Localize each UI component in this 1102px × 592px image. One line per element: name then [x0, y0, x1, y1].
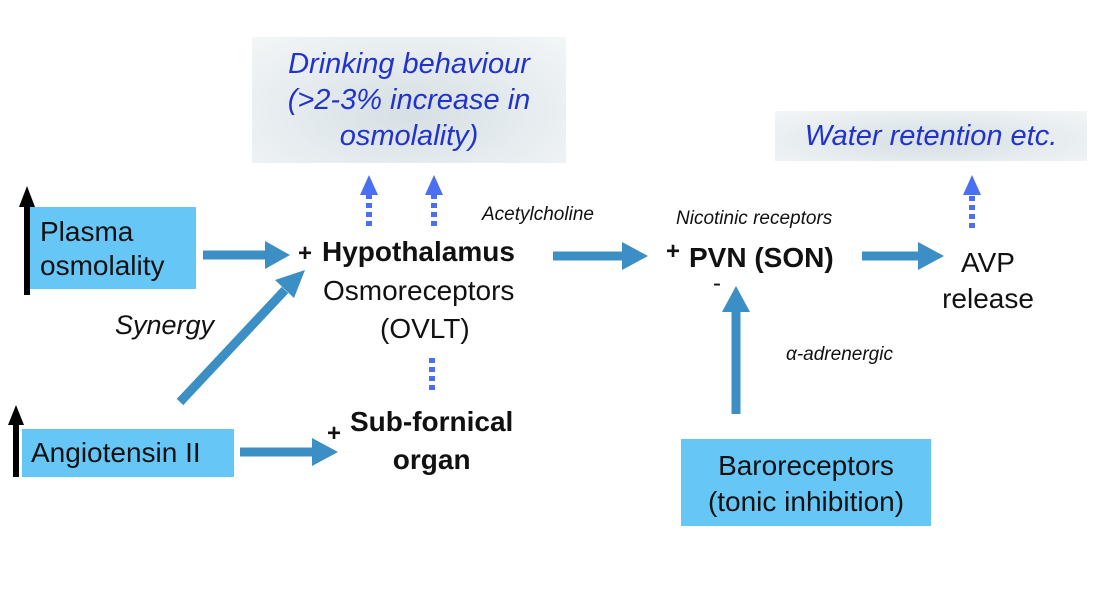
dotted-arrow-avp-to-water-retention	[963, 175, 981, 228]
arrow-baroreceptors-to-pvn	[722, 286, 750, 414]
acetylcholine-label: Acetylcholine	[482, 204, 594, 225]
pvn-minus-sign: -	[713, 270, 721, 297]
subfornical-plus-sign: +	[327, 420, 342, 447]
angiotensin-label: Angiotensin II	[31, 437, 201, 468]
drinking-line-2: (>2-3% increase in	[287, 84, 531, 116]
baroreceptors-box: Baroreceptors (tonic inhibition)	[681, 439, 931, 526]
angiotensin-box: Angiotensin II	[22, 429, 234, 477]
hypothalamus-label: Hypothalamus	[322, 236, 515, 267]
plasma-osmolality-box: Plasma osmolality	[29, 207, 196, 289]
osmoreceptors-label: Osmoreceptors	[323, 275, 515, 306]
arrow-angiotensin-to-subfornical	[240, 438, 338, 466]
subfornical-line-1: Sub-fornical	[350, 406, 514, 437]
pvn-plus-sign: +	[666, 238, 681, 265]
plasma-increase-arrow-icon	[19, 186, 35, 295]
subfornical-label: Sub-fornical organ	[350, 403, 513, 479]
subfornical-line-2: organ	[392, 444, 471, 475]
alpha-adrenergic-label: α-adrenergic	[786, 344, 893, 365]
water-retention-box: Water retention etc.	[775, 111, 1087, 161]
plasma-line-2: osmolality	[40, 250, 165, 281]
drinking-line-1: Drinking behaviour	[288, 48, 530, 80]
avp-release-label: AVP release	[936, 245, 1040, 317]
dotted-arrow-hypothalamus-to-drinking-right	[425, 175, 443, 226]
arrow-plasma-to-hypothalamus	[203, 241, 290, 269]
hypothalamus-plus-sign: +	[298, 240, 313, 267]
dotted-arrow-hypothalamus-to-drinking-left	[360, 175, 378, 226]
synergy-label: Synergy	[115, 310, 215, 340]
pvn-label: PVN (SON)	[689, 242, 834, 273]
drinking-line-3: osmolality)	[339, 120, 479, 152]
arrow-pvn-to-avp	[862, 242, 944, 270]
baroreceptors-line-1: Baroreceptors	[718, 450, 894, 481]
avp-line-1: AVP	[961, 247, 1015, 278]
nicotinic-receptors-label: Nicotinic receptors	[676, 208, 833, 229]
plasma-line-1: Plasma	[40, 216, 134, 247]
ovlt-label: (OVLT)	[380, 313, 470, 344]
drinking-behaviour-box: Drinking behaviour (>2-3% increase in os…	[252, 37, 566, 163]
water-retention-label: Water retention etc.	[804, 120, 1058, 152]
baroreceptors-line-2: (tonic inhibition)	[707, 486, 905, 517]
angiotensin-increase-arrow-icon	[8, 405, 24, 477]
arrow-hypothalamus-to-pvn	[553, 242, 648, 270]
avp-line-2: release	[942, 283, 1034, 314]
arrow-angiotensin-to-hypothalamus	[176, 270, 305, 406]
